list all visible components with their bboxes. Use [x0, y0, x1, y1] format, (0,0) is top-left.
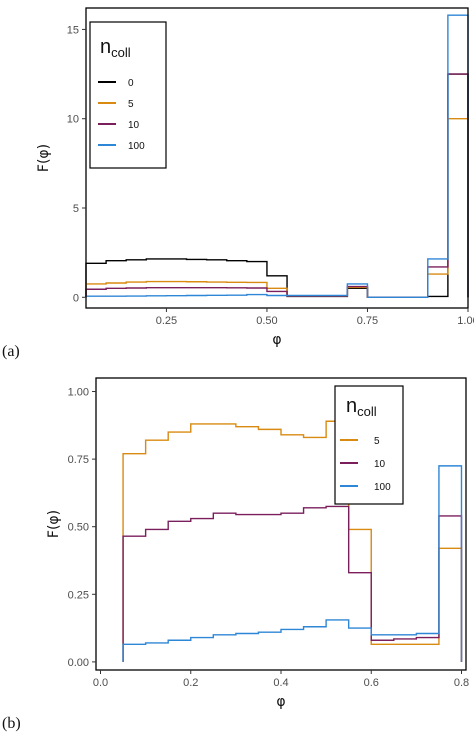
panel-a-legend: ncoll 0 5 10 100: [89, 21, 167, 169]
panel-a-x-tick-label: 0.50: [256, 315, 277, 327]
panel-b-legend-label-10: 10: [374, 459, 386, 470]
panel-b-y-axis-label: F(φ): [46, 510, 62, 538]
panel-a-legend-box: [89, 21, 167, 169]
panel-b-x-tick-label: 0.2: [183, 677, 198, 689]
panel-a-label: (a): [2, 343, 20, 360]
panel-b-y-tick-label: 1.00: [68, 387, 89, 399]
panel-b: 0.0 0.2 0.4 0.6 0.8 0.00 0.25 0.50 0.75 1.00 φ F…: [2, 377, 469, 732]
panel-a-series: [85, 14, 469, 298]
panel-a-legend-label-10: 10: [128, 120, 140, 131]
panel-b-y-tick-label: 0.25: [68, 589, 89, 601]
panel-b-legend-title-main: n: [346, 395, 357, 417]
panel-a-x-tick-label: 0.25: [156, 315, 177, 327]
panel-a-series-100-line: [85, 14, 469, 298]
panel-a-x-tick-label: 0.75: [357, 315, 378, 327]
panel-a-legend-label-5: 5: [128, 99, 134, 110]
panel-b-series-10-line: [122, 505, 463, 662]
panel-a-legend-label-100: 100: [128, 141, 145, 152]
panel-a-x-axis-label: φ: [272, 332, 281, 348]
panel-b-x-axis: 0.0 0.2 0.4 0.6 0.8: [93, 670, 469, 689]
panel-b-legend-items: 5 10 100: [340, 436, 391, 493]
panel-b-x-tick-label: 0.6: [364, 677, 379, 689]
panel-b-y-tick-label: 0.50: [68, 522, 89, 534]
panel-b-series-5-line: [122, 420, 463, 662]
panel-a-plot-frame: [85, 7, 469, 309]
panel-b-legend-title-sub: coll: [357, 404, 377, 419]
panel-b-y-tick-label: 0.00: [68, 657, 89, 669]
panel-a-legend-label-0: 0: [128, 78, 134, 89]
panel-a: 0.25 0.50 0.75 1.00 0 5 10 15 φ F(φ) (a) ncoll…: [2, 7, 474, 360]
panel-b-x-axis-label: φ: [276, 694, 285, 710]
panel-a-legend-title-main: n: [100, 36, 111, 58]
panel-b-legend-label-5: 5: [374, 436, 380, 447]
panel-a-y-tick-label: 15: [67, 24, 79, 36]
panel-a-x-axis: 0.25 0.50 0.75 1.00: [156, 308, 474, 327]
panel-a-y-axis: 0 5 10 15: [67, 24, 86, 304]
panel-b-series: [122, 420, 463, 662]
panel-b-legend-box: [334, 385, 404, 505]
panel-a-y-tick-label: 10: [67, 114, 79, 126]
panel-a-legend-title: ncoll: [100, 36, 131, 60]
panel-b-x-tick-label: 0.0: [93, 677, 108, 689]
panel-b-x-tick-label: 0.4: [273, 677, 288, 689]
panel-b-legend-label-100: 100: [374, 482, 391, 493]
panel-b-label: (b): [2, 715, 21, 732]
panel-a-legend-title-sub: coll: [111, 45, 131, 60]
panel-a-y-tick-label: 5: [73, 203, 79, 215]
panel-b-legend: ncoll 5 10 100: [334, 385, 404, 505]
panel-b-y-tick-label: 0.75: [68, 454, 89, 466]
panel-b-y-axis: 0.00 0.25 0.50 0.75 1.00: [68, 387, 96, 669]
panel-b-x-tick-label: 0.8: [454, 677, 469, 689]
panel-a-x-tick-label: 1.00: [457, 315, 474, 327]
panel-b-series-100-line: [122, 465, 463, 662]
panel-b-plot-frame: [95, 377, 467, 671]
panel-b-legend-title: ncoll: [346, 395, 377, 419]
panel-a-y-tick-label: 0: [73, 292, 79, 304]
panel-a-legend-items: 0 5 10 100: [98, 78, 145, 152]
panel-a-y-axis-label: F(φ): [36, 144, 52, 172]
